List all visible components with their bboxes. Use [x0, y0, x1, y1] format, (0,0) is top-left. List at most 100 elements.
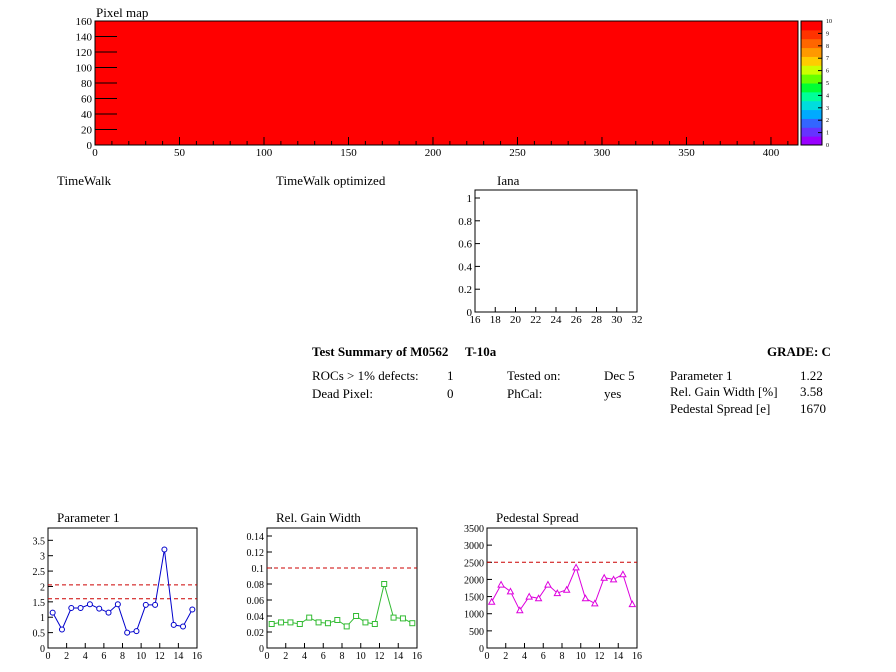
tested-on-value: Dec 5 [604, 368, 635, 383]
pixel-map-fill [94, 20, 799, 146]
iana-x-tick-label: 30 [611, 314, 623, 326]
chart-x-tick-label: 4 [83, 651, 88, 662]
iana-y-tick-label: 1 [467, 193, 473, 205]
x-tick-label: 0 [92, 147, 98, 159]
iana-title: Iana [497, 173, 520, 188]
rel-gain-width-value: 3.58 [800, 384, 823, 399]
iana-y-tick-label: 0 [467, 307, 473, 319]
data-point [399, 615, 406, 622]
chart-x-tick-label: 12 [155, 651, 165, 662]
data-point [189, 606, 196, 613]
chart-y-tick-label: 2500 [464, 558, 484, 569]
chart-y-tick-label: 3 [40, 552, 45, 563]
chart-frame [266, 527, 418, 649]
data-point [268, 621, 275, 627]
x-tick-label: 300 [594, 147, 611, 159]
iana-x-tick-label: 26 [571, 314, 583, 326]
chart-x-tick-label: 14 [613, 651, 623, 662]
chart-x-tick-label: 2 [283, 651, 288, 662]
chart-y-tick-label: 3000 [464, 541, 484, 552]
data-point [306, 614, 313, 621]
tested-on-label: Tested on: [507, 368, 561, 383]
chart-y-tick-label: 0 [40, 644, 45, 655]
chart-x-tick-label: 10 [576, 651, 586, 662]
y-tick-label: 140 [76, 32, 93, 44]
chart-y-tick-label: 2.5 [33, 567, 46, 578]
iana-x-tick-label: 24 [551, 314, 563, 326]
data-point [362, 619, 369, 626]
chart-y-tick-label: 500 [469, 627, 484, 638]
x-tick-label: 400 [763, 147, 780, 159]
y-tick-label: 80 [81, 78, 93, 90]
pedestal-spread-value: 1670 [800, 401, 826, 416]
phcal-label: PhCal: [507, 386, 543, 401]
chart-y-tick-label: 1.5 [33, 598, 46, 609]
rocs-value: 1 [447, 368, 454, 383]
summary-title: Test Summary of M0562 [312, 344, 449, 359]
iana-y-tick-label: 0.4 [458, 261, 472, 273]
chart-x-tick-label: 16 [412, 651, 422, 662]
chart-x-tick-label: 12 [375, 651, 385, 662]
palette-swatch [801, 56, 822, 66]
data-point [58, 626, 65, 633]
x-tick-label: 200 [425, 147, 442, 159]
data-point [180, 623, 187, 630]
x-tick-label: 350 [678, 147, 695, 159]
palette-tick-label: 5 [826, 81, 829, 87]
x-tick-label: 100 [256, 147, 273, 159]
iana-x-tick-label: 20 [510, 314, 522, 326]
chart-x-tick-label: 8 [120, 651, 125, 662]
chart-y-tick-label: 0.08 [247, 580, 265, 591]
palette-swatch [801, 127, 822, 137]
data-point [506, 587, 515, 595]
chart-x-tick-label: 6 [541, 651, 546, 662]
iana-x-tick-label: 22 [530, 314, 541, 326]
chart-y-tick-label: 0.1 [252, 564, 265, 575]
data-point [534, 594, 543, 602]
parameter1-value: 1.22 [800, 368, 823, 383]
y-tick-label: 20 [81, 125, 93, 137]
series-line [52, 549, 193, 634]
data-point [96, 605, 103, 612]
chart-y-tick-label: 0.04 [247, 612, 265, 623]
iana-x-tick-label: 18 [490, 314, 502, 326]
palette-tick-label: 4 [826, 93, 829, 99]
chart-x-tick-label: 4 [522, 651, 527, 662]
y-tick-label: 0 [87, 140, 93, 152]
chart-x-tick-label: 12 [595, 651, 605, 662]
data-point [77, 605, 84, 611]
iana-frame [474, 189, 638, 313]
data-point [86, 601, 93, 608]
chart-x-tick-label: 6 [101, 651, 106, 662]
palette-swatch [801, 83, 822, 93]
iana-x-tick-label: 32 [632, 314, 643, 326]
palette-swatch [801, 91, 822, 102]
chart-x-tick-label: 10 [356, 651, 366, 662]
palette-tick-label: 8 [826, 44, 829, 50]
data-point [487, 597, 496, 605]
data-point [581, 594, 590, 602]
palette-swatch [801, 136, 822, 146]
data-point [161, 546, 168, 553]
iana-x-tick-label: 28 [591, 314, 603, 326]
chart-x-tick-label: 14 [393, 651, 403, 662]
pixel-map-title: Pixel map [96, 5, 149, 20]
palette-tick-label: 6 [826, 69, 829, 75]
phcal-value: yes [604, 386, 622, 401]
dead-pixel-value: 0 [447, 386, 454, 401]
palette-tick-label: 3 [826, 106, 829, 112]
data-point [515, 606, 524, 614]
palette-tick-label: 9 [826, 31, 829, 37]
data-point [525, 592, 534, 600]
data-point [590, 599, 599, 607]
chart-x-tick-label: 8 [560, 651, 565, 662]
chart-y-tick-label: 0.06 [247, 596, 265, 607]
data-point [572, 563, 580, 571]
palette-swatch [801, 118, 822, 128]
chart-x-tick-label: 0 [265, 651, 270, 662]
data-point [152, 601, 159, 608]
data-point [381, 581, 388, 587]
data-point [371, 621, 378, 627]
data-point [124, 629, 131, 636]
palette-tick-label: 10 [826, 19, 832, 25]
